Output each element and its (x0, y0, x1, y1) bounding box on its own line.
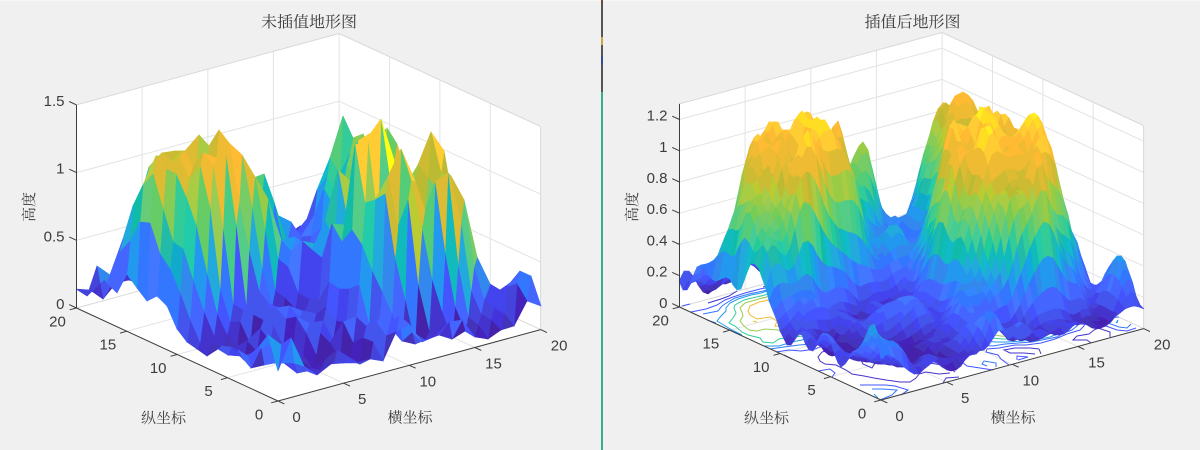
svg-text:15: 15 (100, 337, 117, 354)
svg-text:20: 20 (49, 314, 66, 331)
svg-text:10: 10 (419, 373, 436, 390)
svg-text:0: 0 (56, 296, 64, 313)
svg-text:1.5: 1.5 (44, 93, 65, 110)
svg-text:20: 20 (652, 313, 669, 330)
svg-text:0.5: 0.5 (44, 228, 65, 245)
svg-text:20: 20 (551, 338, 568, 355)
svg-text:15: 15 (703, 336, 720, 353)
svg-text:10: 10 (1022, 372, 1039, 389)
svg-text:5: 5 (204, 383, 212, 400)
svg-text:0.6: 0.6 (647, 201, 668, 218)
svg-text:15: 15 (1088, 355, 1105, 372)
svg-text:0.2: 0.2 (647, 264, 668, 281)
svg-text:1: 1 (56, 161, 64, 178)
svg-text:1.2: 1.2 (647, 108, 668, 125)
svg-text:1: 1 (659, 139, 667, 156)
svg-text:0.4: 0.4 (647, 233, 668, 250)
svg-text:0: 0 (858, 406, 866, 423)
svg-text:0: 0 (255, 407, 263, 424)
svg-text:0: 0 (292, 409, 300, 426)
svg-text:10: 10 (753, 359, 770, 376)
svg-text:0: 0 (895, 408, 903, 425)
svg-text:20: 20 (1154, 337, 1171, 354)
svg-text:0.8: 0.8 (647, 170, 668, 187)
svg-text:0: 0 (659, 295, 667, 312)
svg-text:5: 5 (961, 390, 969, 407)
svg-text:5: 5 (807, 382, 815, 399)
svg-text:15: 15 (485, 356, 502, 373)
svg-text:5: 5 (358, 391, 366, 408)
svg-text:10: 10 (150, 360, 167, 377)
